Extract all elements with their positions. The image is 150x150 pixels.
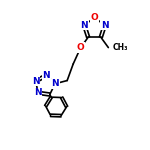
Text: N: N [101,21,109,30]
Text: O: O [77,43,85,52]
Text: N: N [34,88,42,97]
Text: N: N [32,76,40,85]
Text: O: O [91,13,98,22]
Text: N: N [80,21,88,30]
Text: CH₃: CH₃ [112,43,128,52]
Text: N: N [51,79,59,88]
Text: N: N [43,71,50,80]
